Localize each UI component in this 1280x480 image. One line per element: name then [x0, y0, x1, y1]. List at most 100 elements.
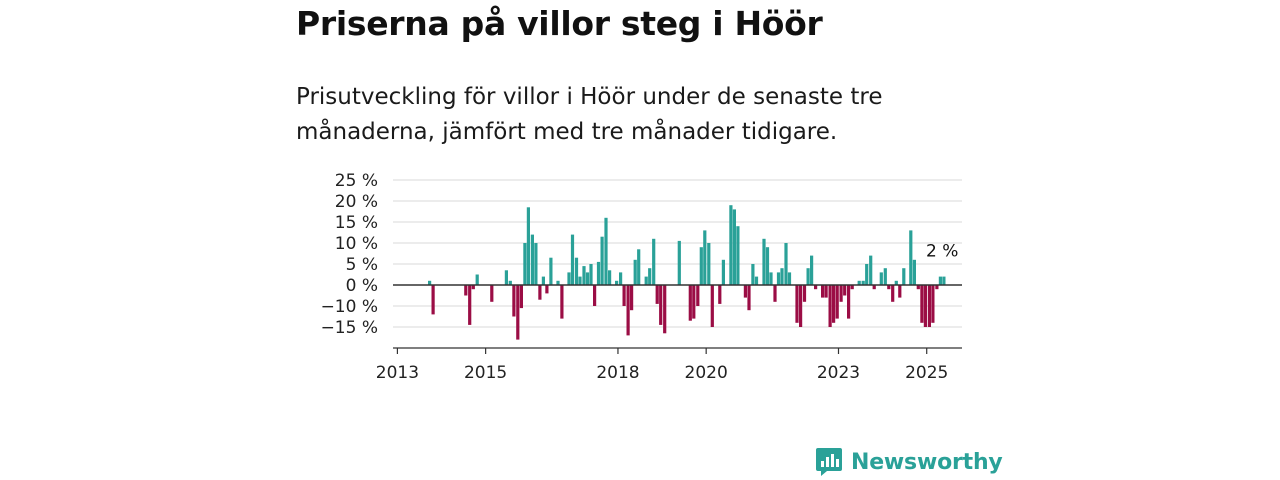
bar [780, 268, 784, 285]
bar [608, 270, 612, 285]
bar [869, 255, 873, 285]
x-tick-label: 2015 [464, 363, 507, 383]
bar [883, 268, 887, 285]
newsworthy-logo-icon [816, 448, 842, 476]
bar [857, 280, 861, 285]
bar [699, 247, 703, 285]
bar [574, 257, 579, 285]
x-tick-label: 2020 [685, 363, 728, 383]
bar [935, 285, 939, 290]
bar [541, 276, 545, 285]
bar [508, 280, 512, 285]
bar [556, 280, 560, 285]
bar [795, 285, 799, 323]
bar [821, 285, 825, 298]
bar [600, 236, 604, 285]
bar [891, 285, 895, 302]
bar [644, 276, 648, 285]
bar [428, 280, 432, 285]
y-tick-label: 20 % [335, 192, 378, 212]
bar [894, 280, 898, 285]
bar [703, 230, 707, 285]
bar [582, 266, 586, 285]
bar [504, 270, 508, 285]
bar [468, 285, 472, 325]
bar [637, 249, 641, 285]
brand-logo[interactable]: Newsworthy [815, 446, 1003, 478]
bar [677, 240, 681, 285]
y-tick-labels: 25 %20 %15 %10 %5 %0 %−10 %−15 % [321, 171, 378, 338]
bar [630, 285, 634, 311]
bar [490, 285, 494, 302]
bar [843, 285, 847, 296]
bar [538, 285, 542, 300]
bar [942, 276, 946, 285]
bar [604, 217, 608, 285]
bar [762, 238, 766, 285]
bar [530, 234, 534, 285]
y-tick-label: 10 % [335, 234, 378, 254]
bar [578, 276, 582, 285]
bar [589, 264, 593, 285]
bar [593, 285, 597, 306]
bar [619, 272, 623, 285]
bar [615, 280, 619, 285]
bar [909, 230, 913, 285]
x-tick-label: 2023 [817, 363, 860, 383]
y-tick-label: 5 % [346, 255, 378, 275]
gridlines [393, 179, 962, 349]
bar [707, 243, 711, 285]
bar [776, 272, 781, 285]
bar [824, 285, 828, 298]
bar [835, 285, 839, 319]
bar [729, 205, 733, 285]
y-tick-label: −10 % [321, 297, 378, 317]
bar [938, 276, 942, 285]
bar [773, 285, 777, 302]
x-tick-label: 2025 [905, 363, 948, 383]
bar [902, 268, 906, 285]
bar [526, 207, 530, 285]
bar [655, 285, 659, 304]
x-tick-label: 2013 [376, 363, 419, 383]
bar [523, 243, 527, 285]
bar [747, 285, 751, 311]
bar [718, 285, 722, 304]
bar [765, 247, 770, 285]
bar [663, 285, 667, 334]
bar [549, 257, 553, 285]
bar [806, 268, 810, 285]
bar [475, 274, 479, 285]
bar [696, 285, 700, 306]
bar [570, 234, 575, 285]
x-ticks: 2013 2015 2018 2020 2023 2025 [376, 348, 948, 383]
bar [865, 264, 869, 285]
chart-title: Priserna på villor steg i Höör [296, 4, 823, 43]
bar [567, 272, 571, 285]
bar [431, 285, 435, 315]
y-tick-label: 25 % [335, 171, 378, 191]
brand-name: Newsworthy [851, 449, 1003, 475]
bar [710, 285, 714, 327]
bar [633, 259, 637, 285]
bar [799, 285, 803, 327]
bar [736, 226, 740, 285]
bar [648, 268, 652, 285]
bars [428, 205, 946, 340]
bar [810, 255, 814, 285]
bar [464, 285, 468, 296]
bar [879, 272, 883, 285]
bar [872, 285, 876, 290]
bar [751, 264, 755, 285]
bar [912, 259, 916, 285]
x-tick-label: 2018 [596, 363, 639, 383]
bar [828, 285, 832, 327]
bar [516, 285, 520, 340]
bar-chart: 25 %20 %15 %10 %5 %0 %−10 %−15 % 2013 201… [321, 171, 962, 383]
bar [622, 285, 626, 306]
bar [519, 285, 523, 309]
bar [512, 285, 516, 317]
bar [769, 272, 773, 285]
bar [861, 280, 865, 285]
bar [787, 272, 792, 285]
